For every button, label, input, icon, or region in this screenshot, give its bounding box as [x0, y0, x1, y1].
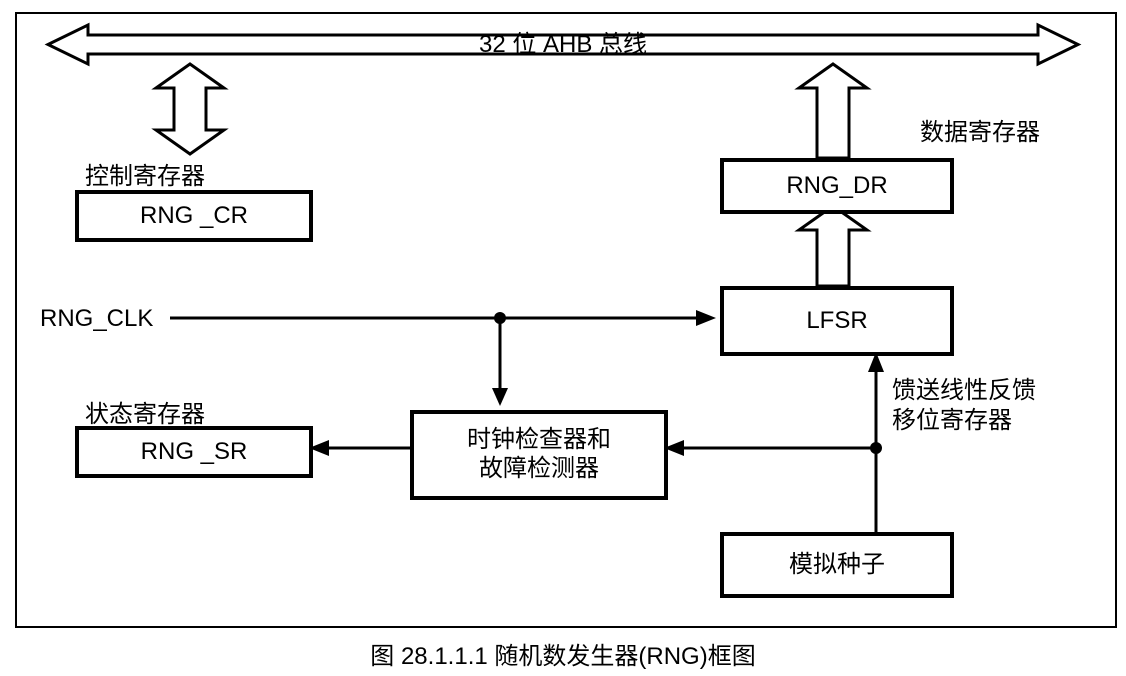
diagram-canvas: 32 位 AHB 总线 RNG _CR RNG _SR RNG_DR LFSR … — [0, 0, 1126, 676]
box-rng-cr: RNG _CR — [75, 190, 313, 242]
box-rng-dr-text: RNG_DR — [786, 172, 887, 201]
label-ctrl-reg: 控制寄存器 — [85, 156, 205, 191]
box-checker: 时钟检查器和 故障检测器 — [410, 410, 668, 500]
label-data-reg: 数据寄存器 — [920, 112, 1040, 147]
figure-caption: 图 28.1.1.1 随机数发生器(RNG)框图 — [0, 636, 1126, 671]
bus-label: 32 位 AHB 总线 — [0, 24, 1126, 59]
box-seed: 模拟种子 — [720, 532, 954, 598]
box-rng-sr-text: RNG _SR — [141, 438, 248, 467]
label-rng-clk: RNG_CLK — [40, 305, 153, 333]
box-checker-line1: 时钟检查器和 — [467, 426, 611, 455]
box-rng-dr: RNG_DR — [720, 158, 954, 214]
label-feed-line2: 移位寄存器 — [892, 400, 1012, 435]
box-lfsr: LFSR — [720, 286, 954, 356]
box-rng-cr-text: RNG _CR — [140, 202, 248, 231]
box-lfsr-text: LFSR — [806, 307, 867, 336]
box-seed-text: 模拟种子 — [789, 551, 885, 580]
label-status-reg: 状态寄存器 — [85, 394, 205, 429]
box-rng-sr: RNG _SR — [75, 426, 313, 478]
box-checker-line2: 故障检测器 — [467, 455, 611, 484]
